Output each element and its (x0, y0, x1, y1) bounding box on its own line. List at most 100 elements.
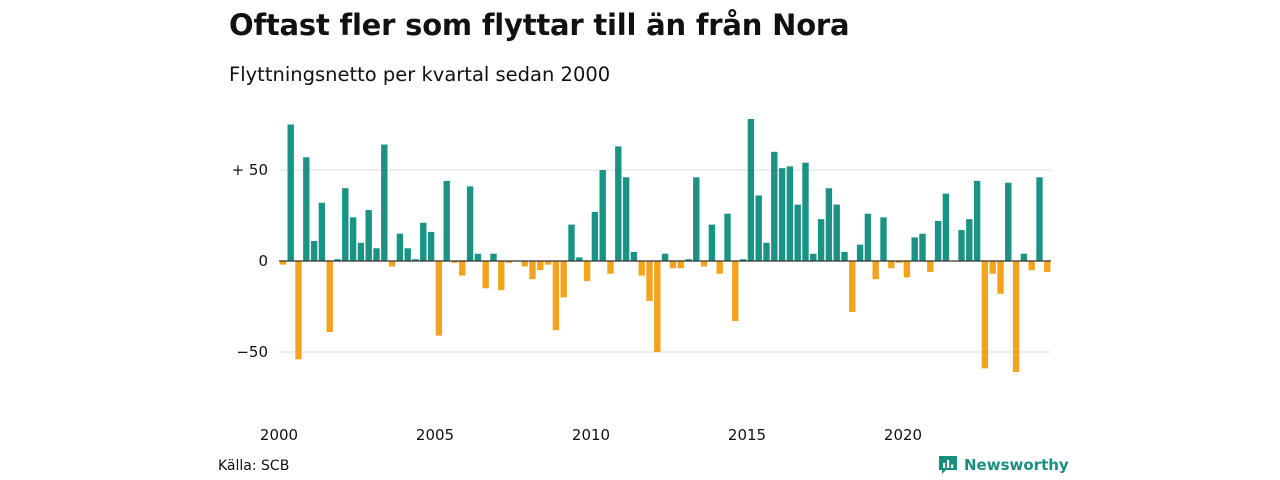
bar (560, 261, 567, 298)
bar (537, 261, 544, 271)
y-tick-label: −50 (236, 343, 268, 361)
bar (427, 231, 435, 261)
bar (373, 248, 380, 261)
bar (942, 193, 950, 261)
bar (646, 261, 653, 302)
x-tick-label: 2015 (728, 426, 766, 444)
newsworthy-icon (939, 456, 957, 474)
bar (435, 261, 443, 336)
bar (966, 219, 973, 261)
x-axis-ticks: 2000 2005 2010 2015 2020 (260, 426, 922, 444)
bar (919, 233, 926, 261)
bar (927, 261, 934, 272)
bar (521, 261, 528, 267)
bar (583, 261, 591, 282)
y-tick-label: + 50 (232, 161, 268, 179)
bar (505, 261, 513, 263)
bar (724, 213, 731, 261)
bars (279, 119, 1051, 373)
bar (989, 261, 996, 274)
bar (466, 186, 474, 261)
bar-chart: + 50 0 −50 2000 2005 2010 2015 2020 (232, 119, 1051, 444)
bar (888, 261, 895, 269)
bar (1012, 261, 1020, 373)
bar (591, 211, 599, 261)
bar (568, 224, 575, 261)
bar (739, 259, 747, 261)
bar (630, 251, 638, 261)
bar (318, 202, 326, 261)
bar (771, 151, 778, 261)
bar (490, 253, 497, 261)
bar (615, 146, 622, 261)
bar (700, 261, 708, 267)
bar (357, 242, 365, 261)
bar (973, 180, 981, 261)
bar (552, 261, 560, 331)
bar (451, 261, 458, 263)
bar (817, 219, 825, 261)
bar (303, 157, 310, 261)
bar (708, 224, 716, 261)
brand-name: Newsworthy (964, 456, 1069, 474)
bar (880, 217, 887, 261)
bar (895, 261, 903, 263)
bar (420, 222, 427, 261)
bar (763, 242, 770, 261)
x-tick-label: 2000 (260, 426, 298, 444)
bar (334, 259, 341, 261)
bar (856, 244, 864, 261)
bar (654, 261, 661, 352)
bar (638, 261, 645, 276)
bar (396, 233, 404, 261)
y-axis-ticks: + 50 0 −50 (232, 161, 268, 361)
bar (443, 180, 450, 261)
chart-subtitle: Flyttningsnetto per kvartal sedan 2000 (229, 63, 611, 86)
bar (607, 261, 614, 274)
bar (544, 261, 552, 265)
bar (677, 261, 684, 269)
bar (778, 168, 786, 261)
bar (833, 204, 840, 261)
bar (1005, 182, 1012, 261)
bar (599, 170, 606, 261)
bar (810, 253, 817, 261)
bar (1044, 261, 1051, 272)
bar (903, 261, 911, 278)
bar (365, 210, 372, 261)
bar (459, 261, 466, 276)
bar (669, 261, 677, 269)
bar (981, 261, 989, 369)
bar (498, 261, 505, 291)
bar (279, 261, 287, 265)
bar (849, 261, 856, 312)
bar (911, 237, 918, 261)
bar (958, 230, 965, 261)
bar (934, 220, 942, 261)
bar (310, 240, 318, 261)
bar (864, 213, 872, 261)
bar (1028, 261, 1035, 271)
x-tick-label: 2020 (884, 426, 922, 444)
source-note: Källa: SCB (218, 458, 290, 474)
bar (997, 261, 1004, 294)
bar (349, 217, 357, 261)
bar (474, 253, 482, 261)
y-tick-label: 0 (258, 252, 268, 270)
bar (747, 119, 755, 261)
bar (786, 166, 794, 261)
x-tick-label: 2005 (416, 426, 454, 444)
bar (661, 253, 669, 261)
bar (685, 259, 692, 261)
bar (1036, 177, 1043, 261)
bar (404, 248, 411, 261)
bar (388, 261, 396, 267)
bar (529, 261, 536, 280)
bar (825, 188, 833, 261)
bar (482, 261, 489, 289)
bar (412, 259, 419, 261)
bar (693, 177, 700, 261)
bar (1020, 253, 1028, 261)
bar (326, 261, 333, 332)
bar (716, 261, 723, 274)
